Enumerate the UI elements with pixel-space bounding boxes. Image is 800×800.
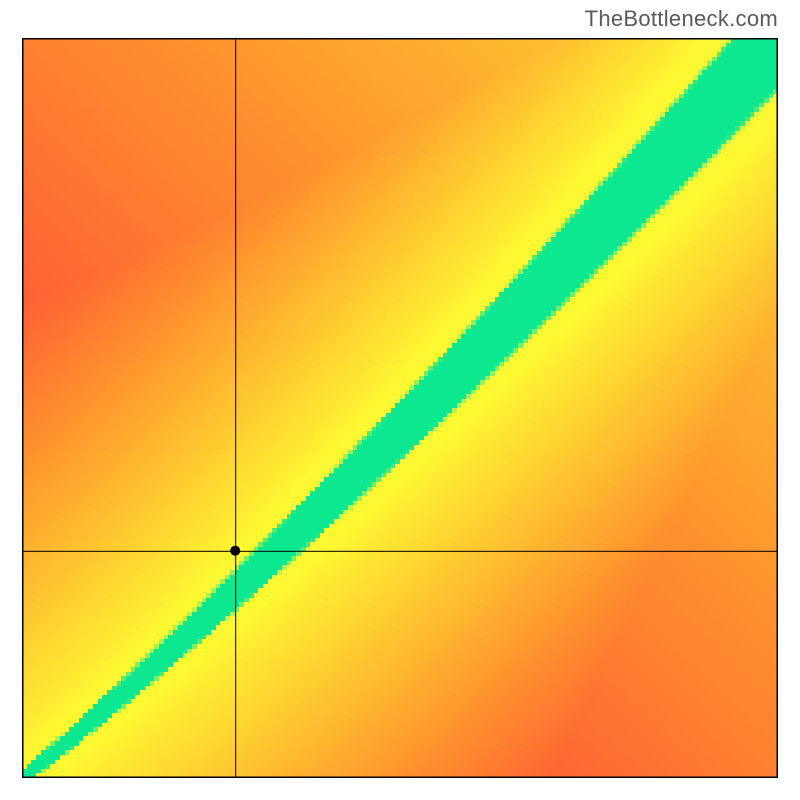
heatmap-plot — [22, 38, 778, 778]
heatmap-canvas — [22, 38, 778, 778]
watermark-text: TheBottleneck.com — [585, 6, 778, 32]
chart-container: TheBottleneck.com — [0, 0, 800, 800]
